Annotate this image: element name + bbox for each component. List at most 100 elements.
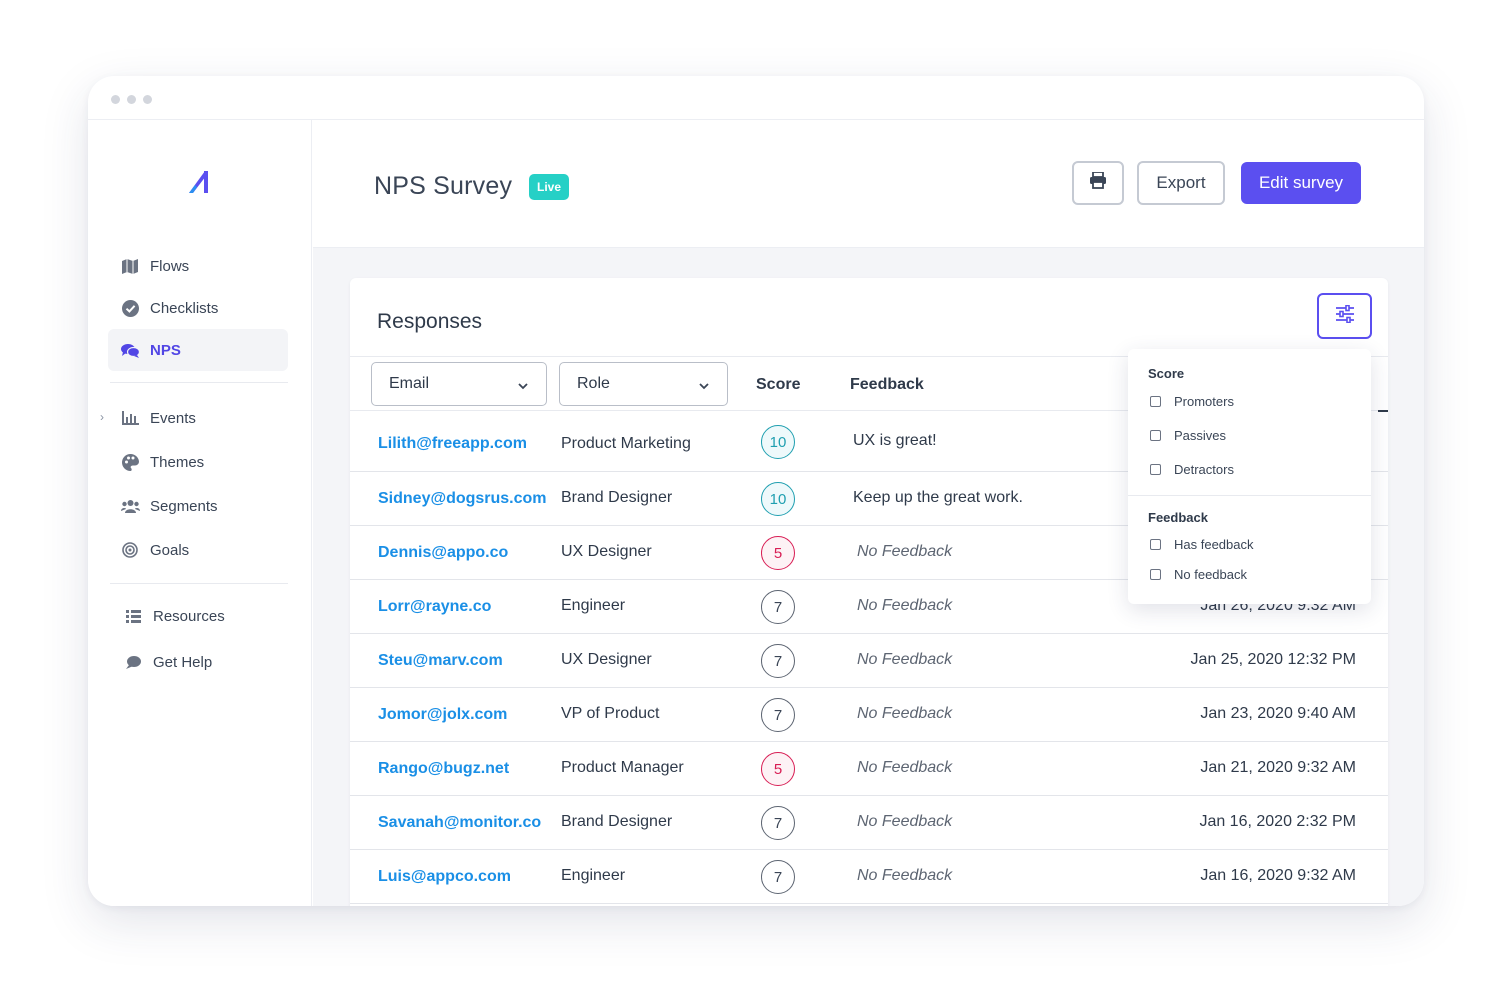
- respondent-role: Product Marketing: [561, 435, 691, 452]
- sidebar-item-flows[interactable]: Flows: [108, 245, 288, 287]
- checkbox-box[interactable]: [1150, 430, 1161, 441]
- sidebar-item-label: Goals: [150, 541, 190, 559]
- feedback-text: No Feedback: [857, 813, 953, 830]
- palette-icon: [120, 452, 140, 472]
- filter-popover: Score Promoters Passives Detractors Feed…: [1128, 349, 1371, 604]
- table-header: Email Role Score Feedback: [350, 356, 1388, 412]
- sidebar-divider: [110, 382, 288, 383]
- column-header-score[interactable]: Score: [756, 376, 801, 393]
- respondent-email-link[interactable]: Dennis@appo.co: [378, 544, 509, 561]
- respondent-email-link[interactable]: Rango@bugz.net: [378, 760, 510, 777]
- sidebar-item-label: Resources: [153, 607, 225, 625]
- response-date: Jan 16, 2020 2:32 PM: [1199, 813, 1356, 830]
- checkbox-box[interactable]: [1150, 464, 1161, 475]
- target-icon: [120, 540, 140, 560]
- check-circle-icon: [120, 298, 140, 318]
- sidebar-item-get-help[interactable]: Get Help: [111, 641, 291, 683]
- promoters-checkbox[interactable]: Promoters: [1150, 394, 1234, 409]
- nps-score-badge: 7: [761, 806, 795, 840]
- email-filter-select[interactable]: Email: [371, 362, 547, 406]
- respondent-email-link[interactable]: Jomor@jolx.com: [378, 706, 508, 723]
- nps-score-badge: 7: [761, 644, 795, 678]
- printer-icon: [1089, 171, 1107, 194]
- response-date: Jan 23, 2020 9:40 AM: [1200, 705, 1356, 722]
- table-row[interactable]: Savanah@monitor.co Brand Designer 7 No Feed…: [350, 796, 1388, 850]
- respondent-role: UX Designer: [561, 543, 652, 560]
- users-icon: [120, 496, 140, 516]
- popover-divider: [1128, 495, 1371, 496]
- table-row[interactable]: Luis@appco.com Engineer 7 No Feedback Jan 16…: [350, 850, 1388, 904]
- nps-score-badge: 7: [761, 698, 795, 732]
- sidebar-item-label: Checklists: [150, 299, 219, 317]
- app-logo-icon[interactable]: [188, 170, 210, 194]
- nps-score-badge: 5: [761, 752, 795, 786]
- sidebar: Flows Checklists NPS › Events The: [88, 120, 312, 906]
- nps-score-badge: 10: [761, 425, 795, 459]
- export-button[interactable]: Export: [1137, 161, 1225, 205]
- column-header-feedback[interactable]: Feedback: [850, 376, 924, 393]
- map-icon: [120, 256, 140, 276]
- table-row[interactable]: Sidney@dogsrus.com Brand Designer 10 Keep u…: [350, 472, 1388, 526]
- table-row[interactable]: Lorr@rayne.co Engineer 7 No Feedback Jan 26,…: [350, 580, 1388, 634]
- score-filter-heading: Score: [1148, 366, 1185, 381]
- table-row[interactable]: Jomor@jolx.com VP of Product 7 No Feedback J…: [350, 688, 1388, 742]
- table-row[interactable]: Steu@marv.com UX Designer 7 No Feedback Jan …: [350, 634, 1388, 688]
- sidebar-item-nps[interactable]: NPS: [108, 329, 288, 371]
- chevron-down-icon: [699, 377, 709, 395]
- sidebar-item-resources[interactable]: Resources: [111, 595, 291, 637]
- respondent-email-link[interactable]: Luis@appco.com: [378, 868, 511, 885]
- print-button[interactable]: [1072, 161, 1124, 205]
- feedback-text: No Feedback: [857, 543, 953, 560]
- respondent-email-link[interactable]: Sidney@dogsrus.com: [378, 490, 547, 507]
- checkbox-box[interactable]: [1150, 569, 1161, 580]
- response-date: Jan 16, 2020 9:32 AM: [1200, 867, 1356, 884]
- sidebar-item-checklists[interactable]: Checklists: [108, 287, 288, 329]
- option-label: Detractors: [1174, 462, 1234, 477]
- passives-checkbox[interactable]: Passives: [1150, 428, 1226, 443]
- checkbox-box[interactable]: [1150, 539, 1161, 550]
- window-dot: [143, 95, 152, 104]
- chevron-right-icon[interactable]: ›: [100, 410, 104, 424]
- sidebar-item-segments[interactable]: Segments: [108, 485, 288, 527]
- sidebar-item-label: Segments: [150, 497, 218, 515]
- sidebar-item-themes[interactable]: Themes: [108, 441, 288, 483]
- respondent-role: Engineer: [561, 867, 626, 884]
- detractors-checkbox[interactable]: Detractors: [1150, 462, 1234, 477]
- feedback-text: UX is great!: [853, 432, 937, 449]
- table-row[interactable]: Dennis@appo.co UX Designer 5 No Feedback: [350, 526, 1388, 580]
- edit-survey-button[interactable]: Edit survey: [1241, 162, 1361, 204]
- respondent-email-link[interactable]: Lilith@freeapp.com: [378, 435, 527, 452]
- email-select-label: Email: [389, 375, 430, 392]
- window-titlebar: [88, 76, 1424, 120]
- option-label: Has feedback: [1174, 537, 1254, 552]
- bar-chart-icon: [120, 408, 140, 428]
- respondent-role: Engineer: [561, 597, 626, 614]
- nps-score-badge: 10: [761, 482, 795, 516]
- table-row[interactable]: Lilith@freeapp.com Product Marketing 10 UX …: [350, 411, 1388, 472]
- chat-bubbles-icon: [120, 340, 140, 360]
- respondent-role: Product Manager: [561, 759, 684, 776]
- status-badge: Live: [529, 174, 570, 200]
- sidebar-item-events[interactable]: Events: [108, 397, 288, 439]
- feedback-text: No Feedback: [857, 759, 953, 776]
- feedback-text: No Feedback: [857, 867, 953, 884]
- checkbox-box[interactable]: [1150, 396, 1161, 407]
- filter-button[interactable]: [1317, 293, 1372, 339]
- role-select-label: Role: [577, 375, 610, 392]
- respondent-email-link[interactable]: Savanah@monitor.co: [378, 814, 542, 831]
- respondent-email-link[interactable]: Steu@marv.com: [378, 652, 503, 669]
- role-filter-select[interactable]: Role: [559, 362, 728, 406]
- sidebar-item-goals[interactable]: Goals: [108, 529, 288, 571]
- table-row[interactable]: Rango@bugz.net Product Manager 5 No Feedbac…: [350, 742, 1388, 796]
- sidebar-item-label: NPS: [150, 341, 181, 359]
- has-feedback-checkbox[interactable]: Has feedback: [1150, 537, 1254, 552]
- respondent-email-link[interactable]: Lorr@rayne.co: [378, 598, 492, 615]
- no-feedback-checkbox[interactable]: No feedback: [1150, 567, 1247, 582]
- response-date: Jan 25, 2020 12:32 PM: [1190, 651, 1356, 668]
- nps-score-badge: 5: [761, 536, 795, 570]
- response-date: Jan 21, 2020 9:32 AM: [1200, 759, 1356, 776]
- list-icon: [123, 606, 143, 626]
- respondent-role: Brand Designer: [561, 489, 673, 506]
- feedback-text: No Feedback: [857, 705, 953, 722]
- feedback-text: No Feedback: [857, 651, 953, 668]
